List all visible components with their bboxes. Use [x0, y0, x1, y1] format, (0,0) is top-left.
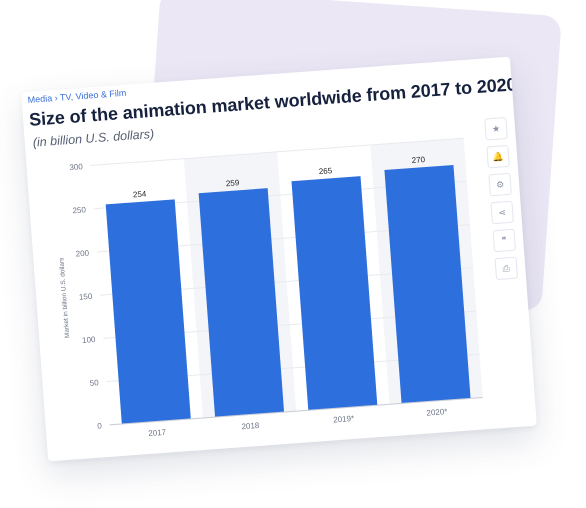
- bar-2018: [198, 188, 285, 418]
- toolbar: ★ 🔔 ⚙ ⋖ ❞ ⎙: [484, 116, 519, 281]
- quote-icon[interactable]: ❞: [492, 228, 517, 253]
- y-tick-label: 300: [69, 162, 84, 172]
- bell-icon[interactable]: 🔔: [486, 144, 510, 169]
- data-label: 270: [411, 155, 426, 165]
- y-tick-label: 250: [72, 205, 87, 215]
- print-icon[interactable]: ⎙: [494, 256, 519, 281]
- data-label: 259: [226, 178, 241, 188]
- data-label: 254: [133, 189, 148, 199]
- data-label: 265: [318, 166, 333, 176]
- chart-title: Size of the animation market worldwide f…: [28, 74, 518, 130]
- bar-2020*: [384, 164, 471, 404]
- star-icon[interactable]: ★: [484, 116, 508, 141]
- x-tick-label: 2019*: [333, 414, 355, 425]
- gridline: [90, 137, 464, 167]
- y-axis-label: Market in billion U.S. dollars: [58, 257, 71, 339]
- y-tick-label: 50: [89, 378, 99, 388]
- x-tick-label: 2018: [241, 421, 260, 431]
- gear-icon[interactable]: ⚙: [488, 172, 512, 197]
- chart-subtitle: (in billion U.S. dollars): [32, 126, 155, 150]
- chart-card-wrapper: Media › TV, Video & Film Size of the ani…: [21, 56, 537, 462]
- y-tick-label: 100: [82, 335, 97, 345]
- x-tick-label: 2020*: [426, 407, 448, 418]
- y-tick-label: 200: [75, 249, 90, 259]
- bar-2017: [105, 199, 191, 424]
- bar-2019*: [291, 176, 378, 411]
- y-tick-label: 150: [79, 292, 94, 302]
- chart-area: 0 50 100 150 200 250 300 Market in billion U.S.…: [34, 126, 493, 455]
- bar-chart: 0 50 100 150 200 250 300 Market in billion U.S.…: [58, 137, 483, 438]
- share-icon[interactable]: ⋖: [490, 200, 514, 225]
- x-tick-label: 2017: [148, 428, 167, 438]
- y-tick-label: 0: [97, 421, 103, 430]
- x-axis-line: [109, 396, 483, 426]
- chart-card: Media › TV, Video & Film Size of the ani…: [21, 56, 537, 462]
